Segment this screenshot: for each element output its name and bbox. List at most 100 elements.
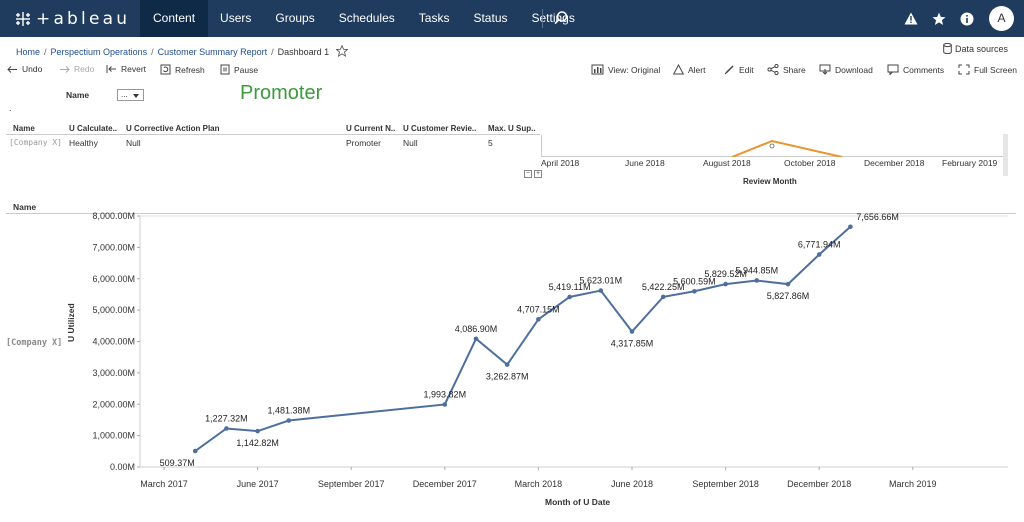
y-axis-ticks: 0.00M 1,000.00M 2,000.00M 3,000.00M 4,000.00…: [92, 211, 140, 472]
logo-text: +ableau: [36, 9, 131, 29]
promoter-title: Promoter: [240, 82, 323, 102]
x-tick-label: March 2017: [140, 479, 188, 489]
column-header-name[interactable]: Name: [13, 124, 35, 133]
pause-icon: [220, 64, 230, 75]
share-label: Share: [783, 64, 806, 75]
tableau-logo[interactable]: +ableau: [14, 9, 130, 29]
data-point: [598, 288, 604, 293]
refresh-button[interactable]: Refresh: [160, 64, 205, 75]
series-line: [194, 226, 852, 452]
column-header-u-calculated[interactable]: U Calculate..: [69, 124, 118, 133]
edit-button[interactable]: Edit: [724, 64, 754, 75]
pause-button[interactable]: Pause: [220, 64, 258, 75]
comments-button[interactable]: Comments: [887, 64, 944, 75]
review-month-mini-chart: [541, 135, 1005, 158]
pause-label: Pause: [234, 64, 259, 75]
data-label: 4,086.90M: [455, 324, 498, 334]
data-label: 5,419.11M: [549, 282, 591, 292]
breadcrumb-home[interactable]: Home: [16, 47, 41, 57]
data-point: [473, 336, 479, 342]
table-cell-u-calculated: Healthy: [69, 138, 98, 148]
y-tick-label: 0.00M: [110, 462, 135, 472]
timeline-tick-apr-2018: April 2018: [541, 158, 580, 168]
data-label: 1,142.82M: [236, 438, 279, 448]
x-axis-title: Month of U Date: [545, 497, 611, 507]
y-tick-label: 8,000.00M: [92, 211, 135, 221]
nav-menu: Content Users Groups Schedules Tasks Sta…: [140, 0, 587, 37]
redo-button[interactable]: Redo: [59, 64, 94, 74]
data-label: 5,422.25M: [642, 282, 685, 292]
column-header-current-nps[interactable]: U Current N..: [346, 124, 396, 133]
data-point: [629, 329, 635, 334]
alert-button[interactable]: Alert: [673, 64, 705, 75]
utilized-line-chart[interactable]: 0.00M 1,000.00M 2,000.00M 3,000.00M 4,000.00…: [0, 82, 1024, 522]
tableau-cross-icon: [16, 12, 30, 26]
name-filter-dropdown[interactable]: ...: [117, 89, 144, 101]
data-label: 7,656.66M: [856, 212, 899, 222]
column-header-max-support[interactable]: Max. U Sup..: [488, 124, 536, 133]
nav-divider: [542, 9, 543, 28]
top-navigation-bar: +ableau Content Users Groups Schedules T…: [0, 0, 1024, 37]
share-icon: [767, 64, 779, 75]
column-header-customer-review[interactable]: U Customer Revie..: [403, 124, 477, 133]
data-point: [504, 362, 510, 367]
y-tick-label: 1,000.00M: [92, 431, 135, 441]
nav-item-content[interactable]: Content: [140, 0, 209, 37]
mini-chart-scrollbar[interactable]: [1003, 134, 1008, 176]
y-tick-label: 5,000.00M: [92, 305, 135, 315]
nav-item-groups[interactable]: Groups: [275, 11, 315, 25]
column-header-corrective-action[interactable]: U Corrective Action Plan: [126, 124, 220, 133]
expand-collapse-controls: − +: [524, 170, 544, 178]
y-tick-label: 7,000.00M: [92, 242, 135, 252]
stray-dot-text: .: [9, 103, 12, 113]
full-screen-icon: [958, 64, 970, 75]
timeline-tick-aug-2018: August 2018: [703, 158, 751, 168]
share-button[interactable]: Share: [767, 64, 806, 75]
info-icon[interactable]: [959, 11, 975, 27]
data-label: 1,227.32M: [205, 413, 248, 423]
revert-button[interactable]: Revert: [106, 64, 146, 74]
timeline-tick-oct-2018: October 2018: [784, 158, 836, 168]
data-sources-button[interactable]: Data sources: [943, 43, 1008, 54]
data-label: 4,317.85M: [611, 339, 654, 349]
view-original-button[interactable]: View: Original: [591, 64, 660, 75]
alert-icon[interactable]: [903, 11, 919, 27]
data-label: 5,623.01M: [580, 276, 623, 286]
redo-label: Redo: [74, 64, 95, 74]
nav-item-tasks[interactable]: Tasks: [418, 11, 450, 25]
data-point: [567, 294, 572, 300]
table-cell-corrective-action: Null: [126, 138, 141, 148]
data-point: [442, 402, 448, 407]
breadcrumb: Home / Perspectium Operations / Customer…: [16, 44, 349, 59]
table-cell-max-support: 5: [488, 138, 493, 148]
search-icon[interactable]: [553, 10, 569, 31]
comments-icon: [887, 64, 899, 75]
breadcrumb-project[interactable]: Perspectium Operations: [50, 47, 148, 57]
undo-button[interactable]: Undo: [7, 64, 42, 74]
database-icon: [943, 43, 952, 54]
download-icon: [819, 64, 831, 75]
name-filter-value: ...: [121, 90, 128, 99]
favorites-star-icon[interactable]: [931, 11, 947, 27]
data-label: 6,771.94M: [798, 240, 841, 250]
collapse-button[interactable]: −: [524, 170, 532, 178]
breadcrumb-workbook[interactable]: Customer Summary Report: [157, 47, 268, 57]
download-button[interactable]: Download: [819, 64, 873, 75]
data-point: [192, 448, 198, 454]
full-screen-button[interactable]: Full Screen: [958, 64, 1017, 75]
expand-button[interactable]: +: [534, 170, 542, 178]
favorite-star-icon[interactable]: [335, 44, 349, 59]
refresh-icon: [160, 64, 171, 75]
nav-item-users[interactable]: Users: [220, 11, 252, 25]
edit-pencil-icon: [724, 65, 734, 75]
user-avatar[interactable]: A: [989, 6, 1014, 31]
data-point: [723, 281, 728, 287]
nav-item-status[interactable]: Status: [473, 11, 508, 25]
download-label: Download: [835, 64, 873, 75]
nav-item-schedules[interactable]: Schedules: [338, 11, 395, 25]
data-point: [692, 288, 697, 294]
data-sources-label: Data sources: [954, 43, 1008, 54]
x-axis-ticks: March 2017 June 2017 September 2017 Decembe…: [140, 467, 937, 489]
data-label: 5,944.85M: [736, 265, 779, 275]
alert-triangle-icon: [673, 64, 684, 75]
